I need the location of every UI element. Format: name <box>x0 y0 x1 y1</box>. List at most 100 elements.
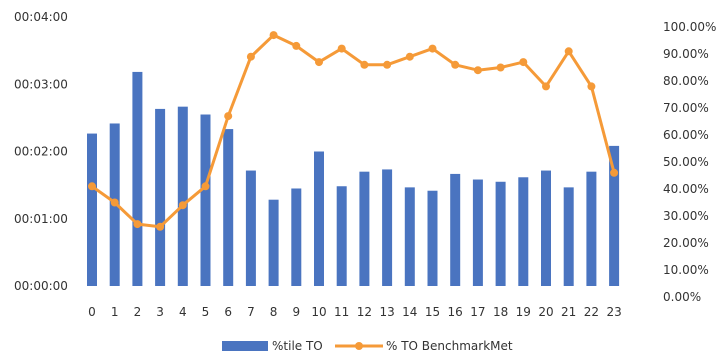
bar-12 <box>359 171 370 286</box>
x-axis-tick-label: 9 <box>292 305 300 319</box>
left-axis-tick-label: 00:03:00 <box>14 77 68 91</box>
legend: %tile TO % TO BenchmarkMet <box>222 339 513 353</box>
x-axis-tick-label: 5 <box>202 305 210 319</box>
bar-16 <box>450 173 461 286</box>
left-axis-ticks: 00:00:00 00:01:00 00:02:00 00:03:00 00:04:00 <box>14 10 68 293</box>
line-point-4 <box>178 201 187 210</box>
bar-21 <box>563 187 574 286</box>
legend-label-line: % TO BenchmarkMet <box>386 339 513 353</box>
bar-18 <box>495 181 506 286</box>
legend-label-bar: %tile TO <box>272 339 323 353</box>
right-axis-ticks: 0.00% 10.00% 20.00% 30.00% 40.00% 50.00% 60.00… <box>663 20 716 304</box>
line-series <box>88 31 619 231</box>
line-point-11 <box>337 44 346 53</box>
bar-5 <box>200 114 211 286</box>
line-point-15 <box>428 44 437 53</box>
x-axis-tick-label: 16 <box>448 305 463 319</box>
bar-3 <box>155 108 166 287</box>
legend-swatch-marker <box>355 342 363 350</box>
right-axis-tick-label: 40.00% <box>663 182 709 196</box>
x-axis-tick-label: 18 <box>493 305 508 319</box>
x-axis-tick-label: 19 <box>516 305 531 319</box>
x-axis-ticks: 0 1 2 3 4 5 6 7 8 9 10 11 12 13 14 15 16 17 18 19 20 21 22 23 <box>88 305 622 319</box>
right-axis-tick-label: 80.00% <box>663 74 709 88</box>
line-point-23 <box>610 168 619 177</box>
line-point-20 <box>542 82 550 91</box>
line-point-16 <box>451 60 460 69</box>
bar-15 <box>427 190 438 286</box>
bar-19 <box>518 177 529 286</box>
right-axis-tick-label: 20.00% <box>663 236 709 250</box>
x-axis-tick-label: 14 <box>402 305 417 319</box>
line-point-19 <box>519 58 528 67</box>
x-axis-tick-label: 6 <box>224 305 232 319</box>
line-point-3 <box>156 222 165 231</box>
line-point-22 <box>587 82 596 91</box>
line-point-0 <box>88 182 96 191</box>
bar-8 <box>268 199 279 286</box>
bar-17 <box>472 179 483 286</box>
x-axis-tick-label: 0 <box>88 305 96 319</box>
x-axis-tick-label: 21 <box>561 305 576 319</box>
line-point-17 <box>473 66 482 75</box>
line-point-6 <box>224 112 233 121</box>
line-point-5 <box>201 182 210 191</box>
x-axis-tick-label: 13 <box>379 305 394 319</box>
bar-0 <box>87 133 97 286</box>
x-axis-tick-label: 11 <box>334 305 349 319</box>
line-point-2 <box>133 220 142 229</box>
bar-10 <box>314 151 324 286</box>
bar-9 <box>291 188 302 286</box>
right-axis-tick-label: 30.00% <box>663 209 709 223</box>
left-axis-tick-label: 00:02:00 <box>14 145 68 159</box>
line-point-12 <box>360 60 369 69</box>
left-axis-tick-label: 00:00:00 <box>14 279 68 293</box>
x-axis-tick-label: 10 <box>311 305 326 319</box>
right-axis-tick-label: 100.00% <box>663 20 716 34</box>
bar-7 <box>245 170 256 286</box>
bar-20 <box>541 170 551 286</box>
line-point-1 <box>110 198 119 207</box>
bar-23 <box>609 145 620 286</box>
right-axis-tick-label: 0.00% <box>663 290 701 304</box>
x-axis-tick-label: 23 <box>606 305 621 319</box>
line-point-14 <box>405 52 414 61</box>
right-axis-tick-label: 10.00% <box>663 263 709 277</box>
bar-22 <box>586 171 597 286</box>
right-axis-tick-label: 70.00% <box>663 101 709 115</box>
bar-4 <box>177 106 188 287</box>
right-axis-tick-label: 60.00% <box>663 128 709 142</box>
line-point-13 <box>383 60 392 69</box>
line-point-21 <box>564 47 573 56</box>
x-axis-tick-label: 1 <box>111 305 119 319</box>
bar-13 <box>382 169 393 286</box>
bar-14 <box>404 187 415 286</box>
left-axis-tick-label: 00:04:00 <box>14 10 68 24</box>
x-axis-tick-label: 8 <box>270 305 278 319</box>
legend-swatch-bar <box>222 341 268 351</box>
left-axis-tick-label: 00:01:00 <box>14 212 68 226</box>
bar-series <box>87 71 620 287</box>
line-point-9 <box>292 41 301 50</box>
line-point-7 <box>246 52 255 61</box>
bar-6 <box>223 129 234 286</box>
x-axis-tick-label: 17 <box>470 305 485 319</box>
x-axis-tick-label: 15 <box>425 305 440 319</box>
x-axis-tick-label: 2 <box>134 305 142 319</box>
x-axis-tick-label: 12 <box>357 305 372 319</box>
right-axis-tick-label: 90.00% <box>663 47 709 61</box>
bar-11 <box>336 186 347 286</box>
line-path <box>91 33 616 229</box>
x-axis-tick-label: 3 <box>156 305 164 319</box>
right-axis-tick-label: 50.00% <box>663 155 709 169</box>
x-axis-tick-label: 7 <box>247 305 255 319</box>
line-point-18 <box>496 63 505 72</box>
x-axis-tick-label: 22 <box>584 305 599 319</box>
bar-2 <box>132 71 143 286</box>
x-axis-tick-label: 20 <box>538 305 553 319</box>
line-point-10 <box>315 58 323 67</box>
x-axis-tick-label: 4 <box>179 305 187 319</box>
line-point-8 <box>269 31 278 40</box>
